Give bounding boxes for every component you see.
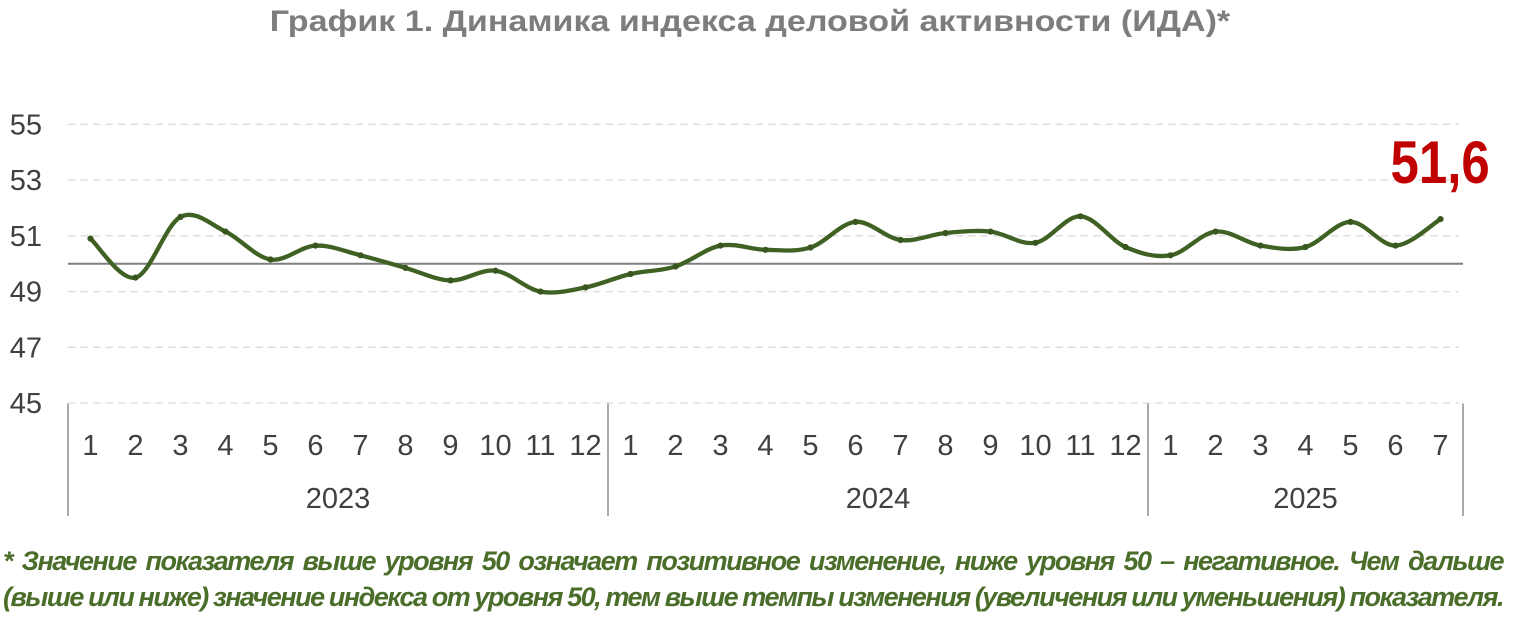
svg-text:4: 4 [1297, 430, 1313, 462]
svg-text:12: 12 [569, 430, 601, 462]
svg-text:45: 45 [10, 388, 42, 420]
svg-text:2025: 2025 [1273, 483, 1338, 515]
svg-text:5: 5 [1342, 430, 1358, 462]
svg-text:51: 51 [10, 221, 42, 253]
svg-text:49: 49 [10, 277, 42, 309]
svg-text:1: 1 [622, 430, 638, 462]
svg-text:3: 3 [172, 430, 188, 462]
svg-text:2023: 2023 [306, 483, 371, 515]
svg-text:2: 2 [1207, 430, 1223, 462]
svg-text:11: 11 [1065, 430, 1095, 462]
svg-text:12: 12 [1109, 430, 1141, 462]
svg-text:9: 9 [442, 430, 458, 462]
svg-text:47: 47 [10, 332, 42, 364]
svg-text:4: 4 [757, 430, 773, 462]
svg-text:3: 3 [712, 430, 728, 462]
svg-text:55: 55 [10, 109, 42, 141]
svg-text:10: 10 [479, 430, 511, 462]
svg-text:2024: 2024 [846, 483, 911, 515]
svg-text:1: 1 [1162, 430, 1178, 462]
svg-text:6: 6 [307, 430, 323, 462]
svg-text:8: 8 [937, 430, 953, 462]
svg-text:7: 7 [1432, 430, 1448, 462]
svg-text:7: 7 [352, 430, 368, 462]
svg-text:9: 9 [982, 430, 998, 462]
svg-text:5: 5 [802, 430, 818, 462]
svg-text:7: 7 [892, 430, 908, 462]
svg-text:2: 2 [127, 430, 143, 462]
svg-text:11: 11 [525, 430, 555, 462]
svg-text:6: 6 [1387, 430, 1403, 462]
svg-text:5: 5 [262, 430, 278, 462]
svg-text:8: 8 [397, 430, 413, 462]
svg-text:53: 53 [10, 165, 42, 197]
svg-text:2: 2 [667, 430, 683, 462]
svg-text:3: 3 [1252, 430, 1268, 462]
svg-text:10: 10 [1019, 430, 1051, 462]
svg-text:4: 4 [217, 430, 233, 462]
svg-text:6: 6 [847, 430, 863, 462]
svg-text:1: 1 [82, 430, 98, 462]
